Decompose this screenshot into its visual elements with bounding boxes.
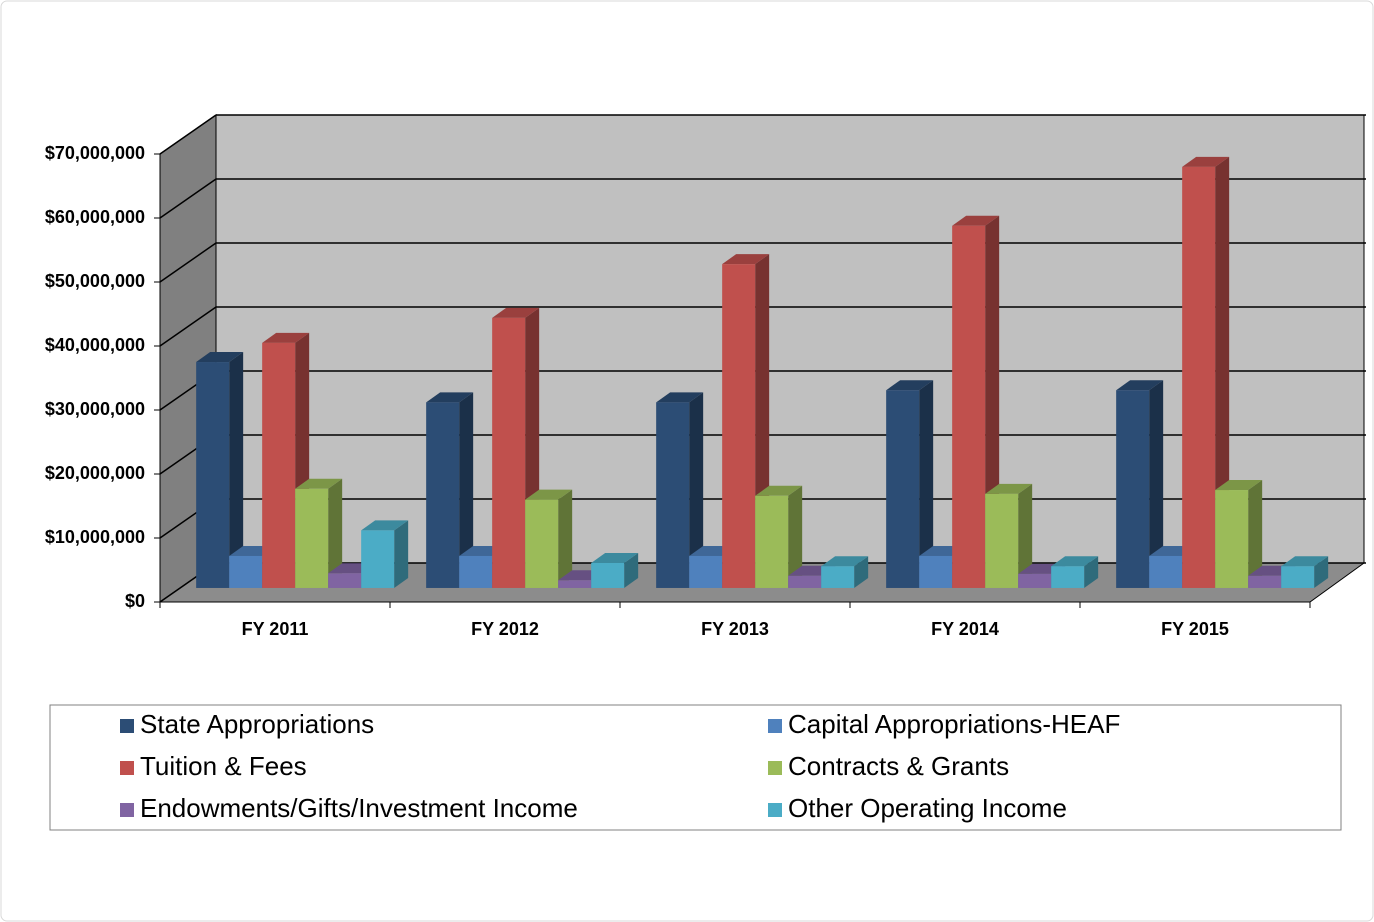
legend-label: Contracts & Grants [788,751,1009,781]
bar [492,317,526,588]
y-tick-label: $70,000,000 [45,143,145,163]
x-tick-label: FY 2014 [931,619,999,639]
bar [1281,566,1315,588]
y-tick-label: $40,000,000 [45,335,145,355]
bar-top [361,520,409,531]
bar-side [558,489,573,588]
bar-top [525,489,573,500]
bar [525,499,559,588]
bar-side [1248,480,1263,588]
bar-top [985,483,1033,494]
y-tick-label: $20,000,000 [45,463,145,483]
bar [459,555,493,588]
bar [262,342,296,588]
bar-side [1314,556,1329,588]
bar-side [328,478,343,588]
y-tick-label: $50,000,000 [45,271,145,291]
legend-swatch [768,761,782,775]
bar [558,580,592,588]
bar [1182,166,1216,588]
bar-side [229,352,244,588]
bar-top [755,485,803,496]
bar-side [1018,483,1033,588]
x-tick-label: FY 2013 [701,619,769,639]
bar-side [394,520,409,588]
bar-side [459,392,474,588]
bar [689,555,723,588]
legend-label: Other Operating Income [788,793,1067,823]
legend-swatch [120,719,134,733]
bar-top [1281,556,1329,567]
bar [755,495,789,588]
legend-label: Capital Appropriations-HEAF [788,709,1120,739]
bar-top [886,380,934,391]
bar-side [1215,156,1230,588]
bar [821,566,855,588]
bar [952,225,986,588]
bar [1051,566,1085,588]
bar [295,488,329,588]
bar-top [262,332,310,343]
bar [361,530,395,588]
legend-swatch [120,761,134,775]
bar [328,573,362,588]
bar-top [1182,156,1230,167]
bar-side [919,380,934,588]
bar-top [1116,380,1164,391]
bar-top [426,392,474,403]
bar [919,555,953,588]
y-tick-label: $30,000,000 [45,399,145,419]
bar-side [1149,380,1164,588]
y-tick-label: $0 [125,591,145,611]
legend [49,704,1342,831]
bar [196,362,230,588]
bar-top [821,556,869,567]
bar [788,575,822,588]
legend-swatch [768,803,782,817]
x-tick-label: FY 2012 [471,619,539,639]
bar-top [952,215,1000,226]
bar-top [196,352,244,363]
bar [985,493,1019,588]
bar-top [492,307,540,318]
legend-label: Endowments/Gifts/Investment Income [140,793,578,823]
bar [1018,573,1052,588]
grid-line [159,114,217,155]
bar [426,402,460,588]
bar-top [656,392,704,403]
bar-side [854,556,869,588]
y-tick-label: $60,000,000 [45,207,145,227]
bar [1149,555,1183,588]
legend-label: State Appropriations [140,709,374,739]
bar-top [295,478,343,489]
bar-top [1215,480,1263,491]
y-tick-label: $10,000,000 [45,527,145,547]
legend-swatch [768,719,782,733]
bar [1215,490,1249,588]
bar [722,264,756,588]
bar-top [591,553,639,563]
bar-side [1084,556,1099,588]
grid-line [159,178,217,219]
bar-top [1051,556,1099,567]
bar [886,390,920,588]
bar [656,402,690,588]
bar-side [689,392,704,588]
bar-side [788,485,803,588]
grid-line [159,242,217,283]
bar [1116,390,1150,588]
grid-line [159,306,217,347]
legend-swatch [120,803,134,817]
bar [591,563,625,588]
x-tick-label: FY 2011 [242,619,309,639]
bar-top [722,254,770,265]
bar-side [624,553,639,588]
x-tick-label: FY 2015 [1161,619,1229,639]
legend-label: Tuition & Fees [140,751,307,781]
bar [229,555,263,588]
bar [1248,575,1282,588]
